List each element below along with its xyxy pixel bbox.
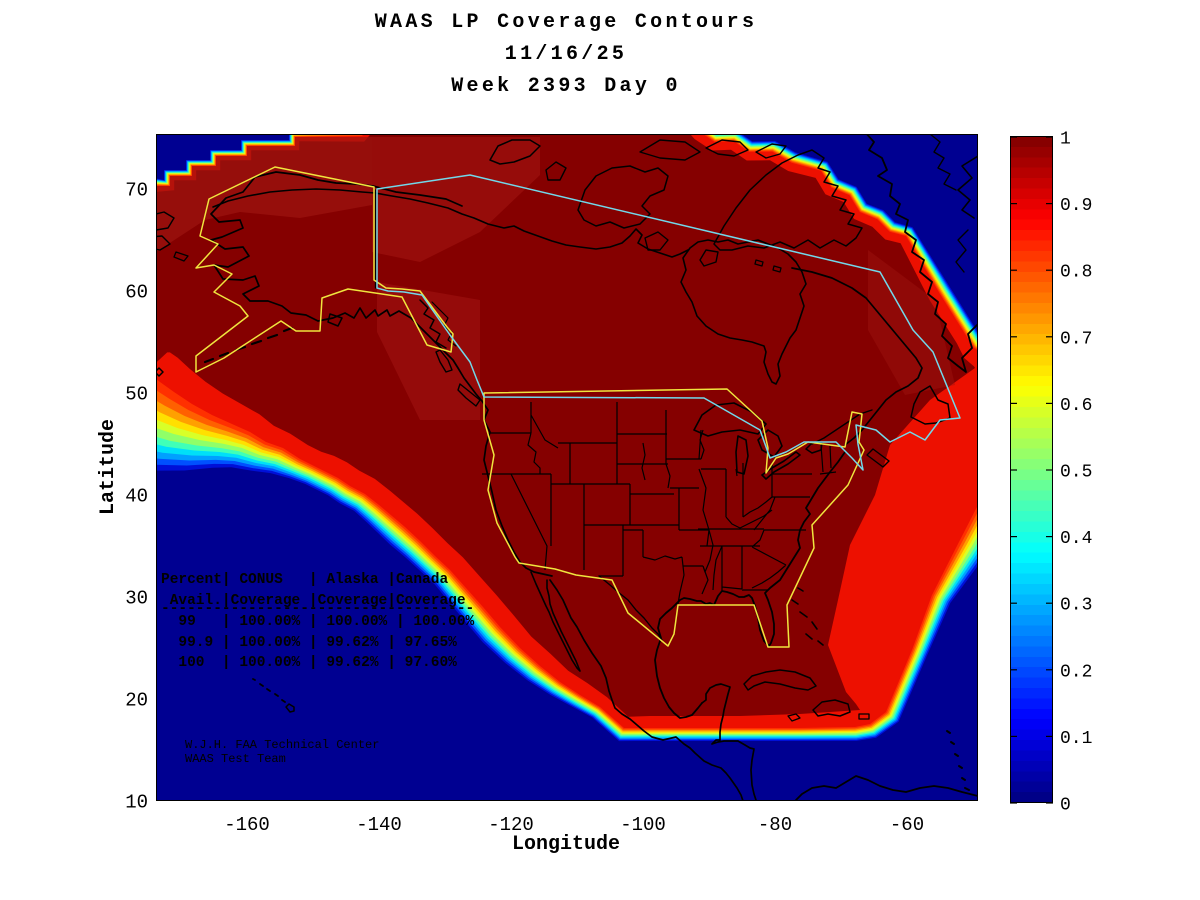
svg-text:0.1: 0.1 [1060,729,1092,749]
svg-text:WAAS Test Team: WAAS Test Team [185,752,286,766]
svg-text:-60: -60 [890,814,924,836]
svg-text:40: 40 [125,486,148,508]
svg-text:1: 1 [1060,130,1071,150]
svg-text:Percent| CONUS | Alaska |Can: Percent| CONUS | Alaska |Canada [161,572,448,588]
svg-text:30: 30 [125,588,148,610]
svg-text:100 | 100.00% | 99.62% | 97.6: 100 | 100.00% | 99.62% | 97.60% [161,655,457,671]
svg-text:-120: -120 [488,814,534,836]
svg-text:0.5: 0.5 [1060,463,1092,483]
svg-text:Longitude: Longitude [512,833,620,856]
svg-text:20: 20 [125,690,148,712]
svg-text:99 | 100.00% | 100.00% | 100: 99 | 100.00% | 100.00% | 100.00% [161,614,475,630]
svg-text:0.7: 0.7 [1060,329,1092,349]
svg-text:0.8: 0.8 [1060,263,1092,283]
svg-text:-160: -160 [224,814,270,836]
svg-text:0.3: 0.3 [1060,596,1092,616]
svg-text:70: 70 [125,180,148,202]
svg-text:0.6: 0.6 [1060,396,1092,416]
svg-text:Avail.|Coverage |Coverage|Cove: Avail.|Coverage |Coverage|Coverage [161,593,466,609]
svg-text:W.J.H. FAA Technical Center: W.J.H. FAA Technical Center [185,738,379,752]
svg-text:0.4: 0.4 [1060,529,1092,549]
svg-text:-80: -80 [758,814,792,836]
svg-text:50: 50 [125,384,148,406]
svg-text:11/16/25: 11/16/25 [505,43,627,66]
svg-text:99.9 | 100.00% | 99.62% | 97.6: 99.9 | 100.00% | 99.62% | 97.65% [161,635,457,651]
svg-text:0.9: 0.9 [1060,196,1092,216]
svg-text:------------------------------: ------------------------------------ [161,601,474,617]
svg-text:0.2: 0.2 [1060,662,1092,682]
svg-text:60: 60 [125,282,148,304]
svg-text:-140: -140 [356,814,402,836]
svg-text:Latitude: Latitude [97,419,120,515]
svg-text:10: 10 [125,792,148,814]
svg-text:-100: -100 [620,814,666,836]
svg-text:0: 0 [1060,796,1071,816]
svg-text:Week 2393 Day 0: Week 2393 Day 0 [451,75,681,98]
svg-text:WAAS LP Coverage Contours: WAAS LP Coverage Contours [375,11,758,34]
